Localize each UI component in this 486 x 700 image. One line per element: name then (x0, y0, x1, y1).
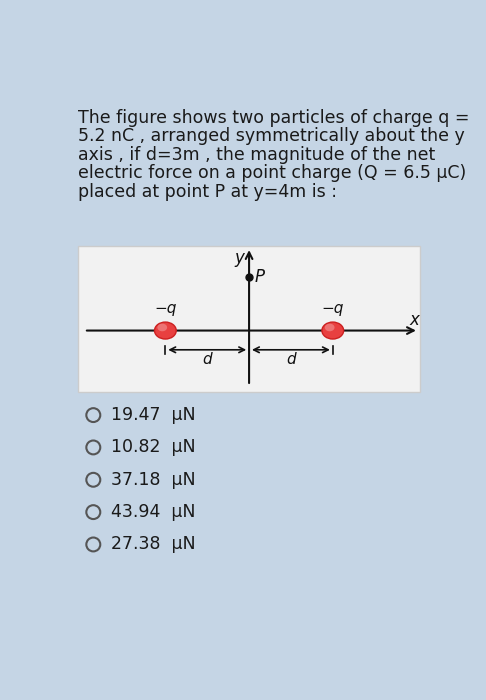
Ellipse shape (325, 323, 334, 331)
Text: 5.2 nC , arranged symmetrically about the y: 5.2 nC , arranged symmetrically about th… (78, 127, 465, 145)
Text: axis , if d=3m , the magnitude of the net: axis , if d=3m , the magnitude of the ne… (78, 146, 435, 164)
Text: 19.47  μN: 19.47 μN (111, 406, 196, 424)
Text: 37.18  μN: 37.18 μN (111, 471, 196, 489)
Text: The figure shows two particles of charge q =: The figure shows two particles of charge… (78, 108, 469, 127)
Text: −q: −q (154, 301, 176, 316)
Text: electric force on a point charge (Q = 6.5 μC): electric force on a point charge (Q = 6.… (78, 164, 466, 182)
Text: x: x (410, 311, 419, 329)
Text: −q: −q (322, 301, 344, 316)
Text: P: P (255, 267, 264, 286)
Text: 27.38  μN: 27.38 μN (111, 536, 196, 554)
Ellipse shape (155, 322, 176, 339)
Text: y: y (235, 248, 245, 267)
FancyBboxPatch shape (78, 246, 420, 392)
Ellipse shape (322, 322, 344, 339)
Text: 10.82  μN: 10.82 μN (111, 438, 196, 456)
Text: d: d (286, 352, 296, 367)
Ellipse shape (157, 323, 167, 331)
Text: 43.94  μN: 43.94 μN (111, 503, 196, 521)
Text: d: d (202, 352, 212, 367)
Text: placed at point P at y=4m is :: placed at point P at y=4m is : (78, 183, 337, 201)
